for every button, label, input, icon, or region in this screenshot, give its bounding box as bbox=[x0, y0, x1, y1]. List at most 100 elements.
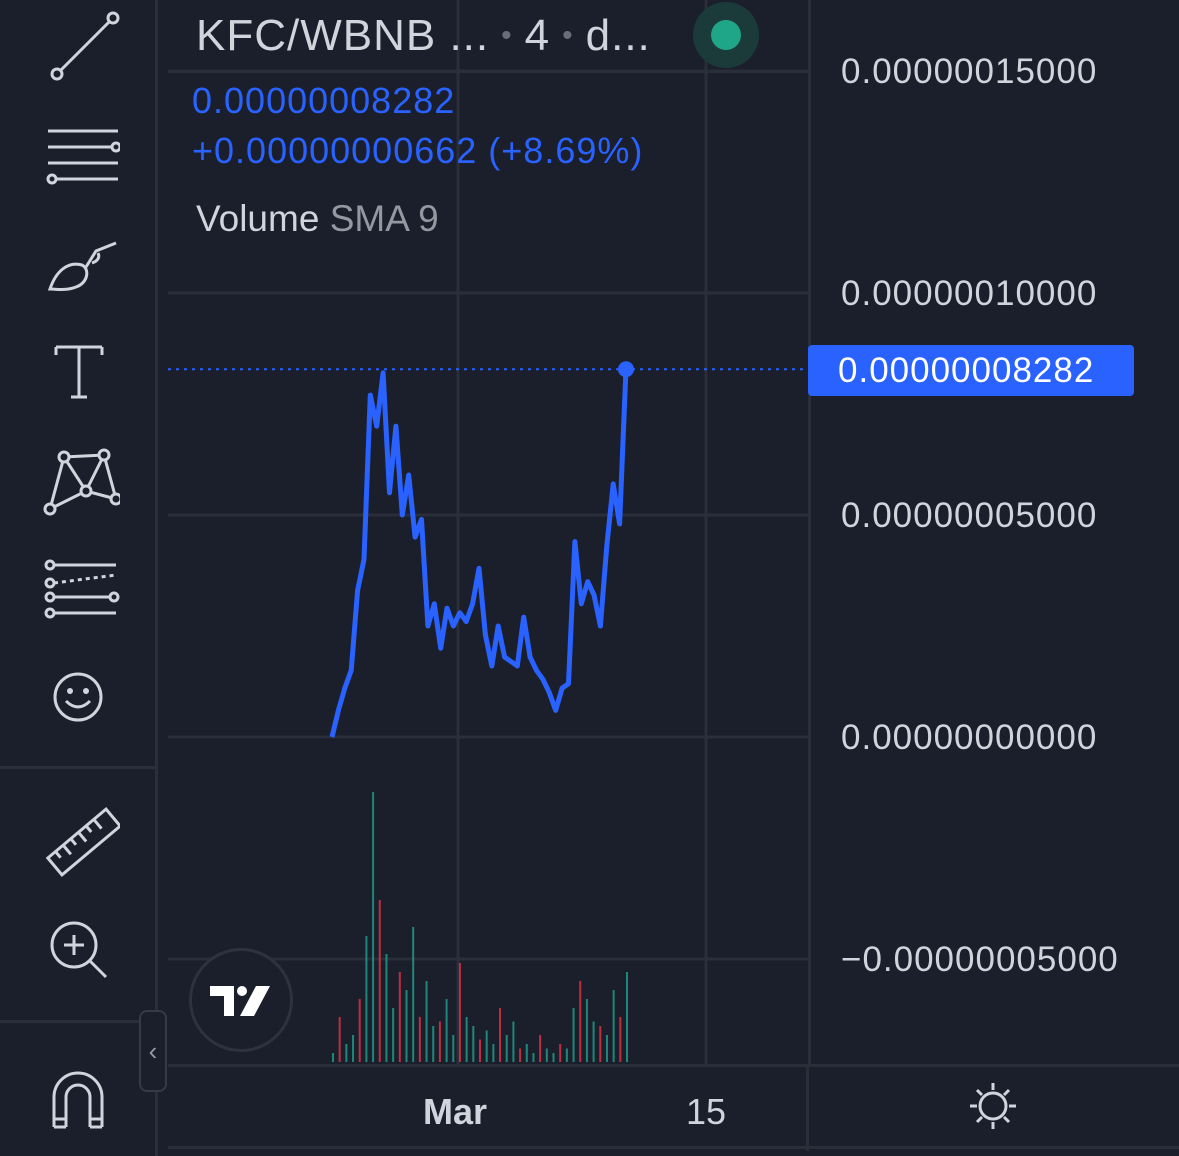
current-price-badge: 0.00000008282 bbox=[808, 345, 1134, 396]
last-price-marker bbox=[618, 361, 634, 378]
chart-legend[interactable]: KFC/WBNB ... • 4 • d... bbox=[196, 8, 651, 64]
symbol-name: KFC/WBNB ... bbox=[196, 11, 490, 60]
chart-pane[interactable] bbox=[168, 0, 808, 1064]
volume-bar bbox=[479, 1039, 481, 1062]
volume-bar bbox=[485, 1030, 488, 1062]
market-status-indicator[interactable] bbox=[693, 2, 759, 68]
volume-bar bbox=[458, 963, 461, 1062]
price-chart bbox=[168, 0, 808, 1064]
pattern-icon bbox=[43, 448, 120, 516]
legend-price-change: +0.00000000662 (+8.69%) bbox=[192, 130, 644, 171]
legend-last-price: 0.00000008282 bbox=[192, 80, 456, 121]
volume-sma-label: SMA 9 bbox=[329, 198, 439, 239]
magnet-icon bbox=[52, 1071, 104, 1129]
volume-bar bbox=[512, 1021, 515, 1062]
volume-bar bbox=[338, 1017, 341, 1062]
toolbar-divider bbox=[0, 766, 155, 769]
text-icon bbox=[54, 345, 104, 399]
chart-settings-icon[interactable] bbox=[965, 1078, 1021, 1134]
horizontal-lines-icon bbox=[46, 129, 120, 185]
time-tick-day: 15 bbox=[686, 1091, 727, 1132]
volume-bar bbox=[358, 999, 361, 1062]
symbol-title[interactable]: KFC/WBNB ... • 4 • d... bbox=[196, 8, 651, 64]
scale-divider bbox=[806, 1067, 809, 1151]
price-tick: 0.00000000000 bbox=[841, 718, 1098, 757]
volume-bar bbox=[425, 981, 428, 1062]
price-scale[interactable]: 0.00000015000 0.00000010000 0.0000000500… bbox=[808, 0, 1179, 1064]
volume-bar bbox=[465, 1017, 468, 1062]
zoom-in-tool[interactable] bbox=[28, 902, 128, 992]
ruler-icon bbox=[45, 807, 120, 877]
volume-bar bbox=[626, 972, 628, 1062]
volume-bar bbox=[492, 1044, 495, 1062]
symbol-interval: 4 bbox=[524, 11, 551, 60]
toolbar-divider bbox=[0, 1020, 155, 1023]
bottom-border bbox=[168, 1146, 1179, 1149]
volume-bar bbox=[605, 1035, 608, 1062]
volume-bar bbox=[385, 954, 388, 1062]
price-tick: 0.00000005000 bbox=[841, 496, 1098, 535]
volume-bar bbox=[378, 900, 381, 1062]
volume-bar bbox=[392, 1008, 395, 1062]
volume-bar bbox=[552, 1053, 555, 1062]
pattern-tool[interactable] bbox=[28, 434, 128, 524]
volume-bar bbox=[445, 999, 448, 1062]
volume-bar bbox=[545, 1048, 548, 1062]
smiley-icon bbox=[53, 672, 103, 722]
volume-bar bbox=[519, 1048, 522, 1062]
tradingview-logo[interactable] bbox=[189, 948, 293, 1052]
drawing-toolbar bbox=[0, 0, 158, 1156]
forecast-icon bbox=[44, 559, 120, 619]
brush-tool[interactable] bbox=[28, 218, 128, 308]
price-tick: 0.00000015000 bbox=[841, 52, 1098, 91]
volume-bar bbox=[579, 981, 582, 1062]
volume-bar bbox=[525, 1044, 528, 1062]
brush-icon bbox=[47, 241, 117, 291]
volume-bar bbox=[592, 1021, 595, 1062]
volume-bar bbox=[472, 1026, 475, 1062]
time-tick-month: Mar bbox=[423, 1091, 488, 1132]
tradingview-logo-icon bbox=[210, 986, 270, 1016]
separator-dot: • bbox=[562, 19, 574, 52]
price-tick: 0.00000010000 bbox=[841, 274, 1098, 313]
horizontal-lines-tool[interactable] bbox=[28, 108, 128, 198]
volume-bar bbox=[559, 1044, 562, 1062]
volume-bar bbox=[532, 1053, 535, 1062]
volume-bar bbox=[352, 1035, 355, 1062]
ruler-tool[interactable] bbox=[28, 796, 128, 886]
collapse-toolbar-button[interactable]: ‹ bbox=[139, 1010, 167, 1092]
trend-line-tool[interactable] bbox=[28, 0, 128, 90]
volume-bar bbox=[499, 1008, 502, 1062]
volume-indicator-legend[interactable]: Volume SMA 9 bbox=[196, 198, 439, 240]
volume-bar bbox=[345, 1044, 348, 1062]
volume-bar bbox=[612, 990, 615, 1062]
zoom-in-icon bbox=[50, 921, 108, 979]
volume-bar bbox=[539, 1035, 542, 1062]
volume-bar bbox=[332, 1053, 334, 1062]
volume-bar bbox=[619, 1017, 622, 1062]
volume-bar bbox=[412, 927, 415, 1062]
magnet-tool[interactable] bbox=[28, 1052, 128, 1142]
volume-bar bbox=[432, 1026, 435, 1062]
volume-bar bbox=[599, 1026, 602, 1062]
time-scale[interactable]: Mar 15 bbox=[168, 1064, 1179, 1151]
volume-bar bbox=[505, 1035, 508, 1062]
symbol-exchange: d... bbox=[585, 11, 651, 60]
volume-bar bbox=[405, 990, 408, 1062]
emoji-tool[interactable] bbox=[28, 650, 128, 740]
forecast-tool[interactable] bbox=[28, 542, 128, 632]
volume-bar bbox=[572, 1008, 575, 1062]
volume-label: Volume bbox=[196, 198, 320, 239]
volume-bar bbox=[418, 1017, 421, 1062]
volume-bar bbox=[585, 999, 588, 1062]
text-tool[interactable] bbox=[28, 326, 128, 416]
price-line-series bbox=[329, 368, 629, 738]
volume-bar bbox=[398, 972, 401, 1062]
status-dot-icon bbox=[711, 20, 741, 50]
separator-dot: • bbox=[501, 19, 513, 52]
volume-bar bbox=[565, 1048, 568, 1062]
trend-line-icon bbox=[50, 11, 120, 81]
volume-bar bbox=[372, 792, 375, 1062]
volume-bar bbox=[365, 936, 368, 1062]
volume-bar bbox=[438, 1021, 441, 1062]
